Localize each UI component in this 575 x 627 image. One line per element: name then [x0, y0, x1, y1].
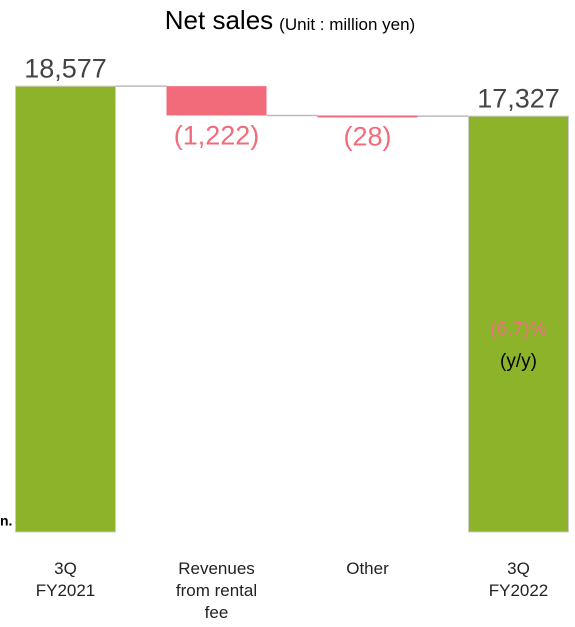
chart-title: Net sales	[165, 5, 273, 35]
bar	[468, 115, 569, 533]
bar	[317, 115, 418, 118]
bar	[15, 85, 116, 533]
value-label: 18,577	[24, 53, 107, 83]
edge-text: n.	[0, 513, 12, 529]
chart-title-group: Net sales (Unit : million yen)	[165, 5, 415, 35]
x-tick-label: Other	[346, 559, 389, 578]
value-label: (28)	[343, 121, 391, 151]
value-label: (1,222)	[174, 121, 260, 151]
annotation: (y/y)	[500, 351, 537, 372]
x-tick-label: 3Q FY2022	[488, 559, 549, 600]
value-label: 17,327	[477, 83, 560, 113]
annotation: (6.7)%	[491, 319, 547, 340]
chart-subtitle: (Unit : million yen)	[279, 15, 415, 34]
x-tick-label: Revenues from rental fee	[175, 559, 258, 622]
bar	[166, 86, 267, 116]
x-tick-label: 3Q FY2021	[35, 559, 96, 600]
